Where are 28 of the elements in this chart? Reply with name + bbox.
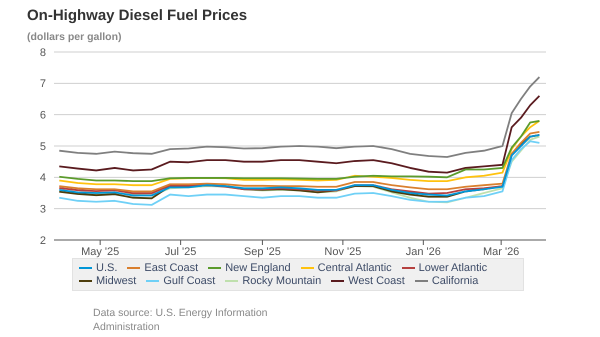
legend-label: West Coast (348, 275, 405, 287)
line-series (58, 76, 540, 158)
x-tick-label: Mar '26 (482, 246, 520, 258)
y-tick-label: 7 (40, 78, 46, 90)
chart-title: On-Highway Diesel Fuel Prices (27, 7, 248, 24)
legend-label: East Coast (144, 262, 198, 274)
legend-label: California (432, 275, 478, 287)
legend-label: New England (225, 262, 291, 274)
x-tick-label: Sep '25 (244, 246, 281, 258)
x-tick-label: Jul '25 (164, 246, 196, 258)
y-tick-label: 8 (40, 46, 46, 59)
source-note: Data source: U.S. Energy Information Administration (93, 306, 268, 334)
y-tick-label: 3 (40, 204, 46, 216)
x-tick-label: May '25 (81, 246, 120, 258)
legend-label: Gulf Coast (163, 275, 216, 287)
legend-label: Central Atlantic (318, 262, 392, 274)
y-tick-label: 4 (40, 172, 46, 184)
legend-label: Midwest (96, 275, 136, 287)
y-tick-label: 5 (40, 140, 46, 153)
x-tick-label: Nov '25 (324, 246, 362, 258)
y-tick-label: 2 (40, 234, 46, 247)
legend-label: Lower Atlantic (418, 262, 488, 274)
line-series (58, 94, 540, 174)
x-tick-label: Jan '26 (406, 246, 441, 258)
legend-label: U.S. (96, 262, 118, 274)
legend-label: Rocky Mountain (242, 275, 322, 287)
y-axis-title: (dollars per gallon) (27, 31, 122, 43)
y-tick-label: 6 (40, 110, 46, 122)
